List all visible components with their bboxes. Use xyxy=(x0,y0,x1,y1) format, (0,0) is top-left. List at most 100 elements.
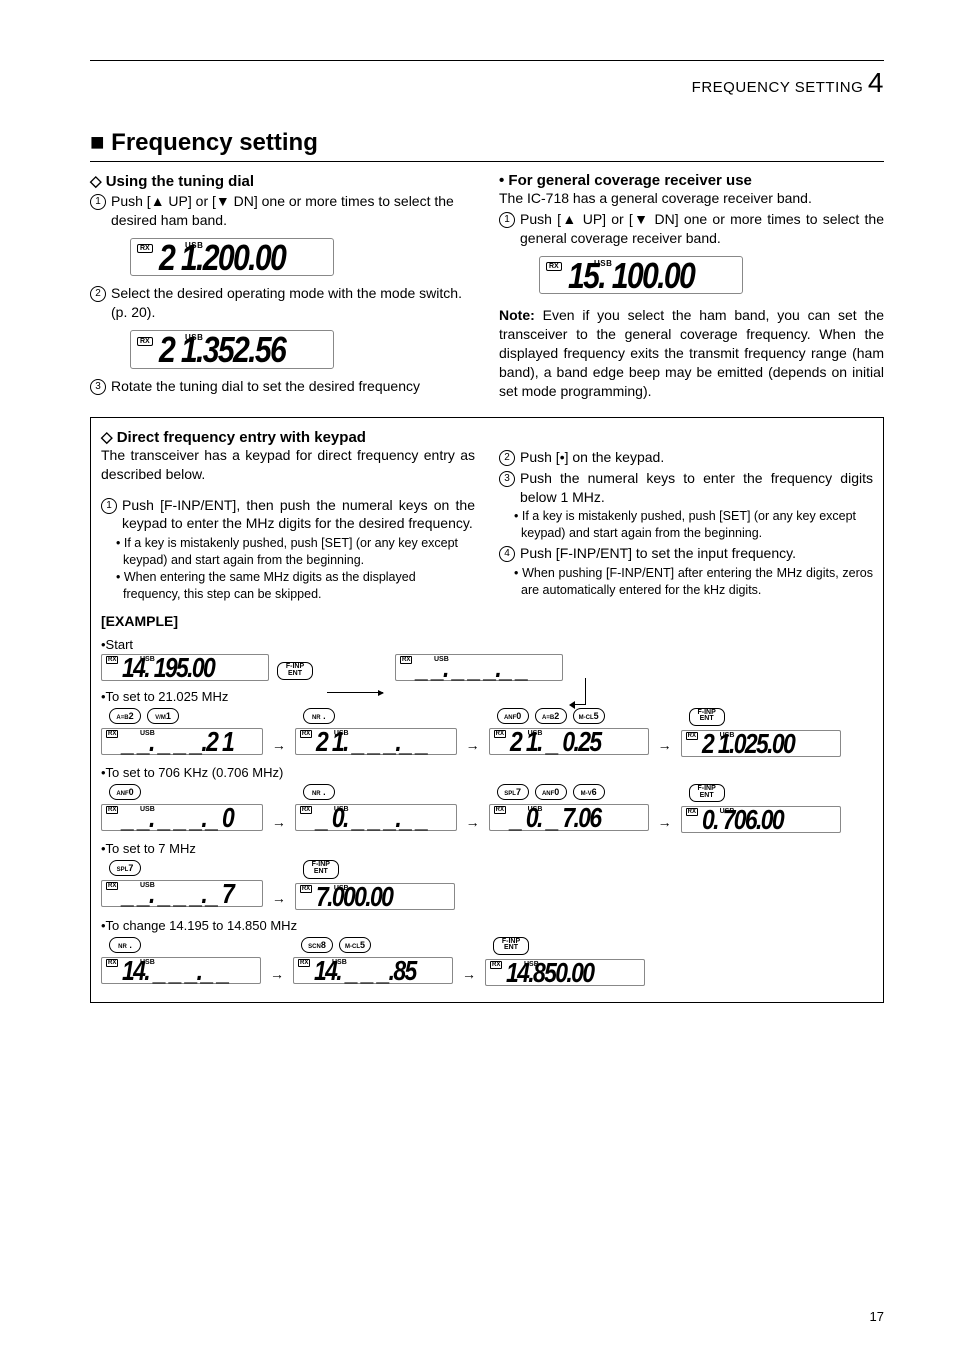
lcd-display: USBRX_ 0. _ _ _._ _ xyxy=(295,804,457,831)
key-0[interactable]: ANF0 xyxy=(109,784,141,800)
section-underline xyxy=(90,161,884,162)
lcd-value: _ _. _ _ _._ 7 xyxy=(122,883,233,905)
example-r2-label: •To set to 706 KHz (0.706 MHz) xyxy=(101,765,873,780)
key-5[interactable]: M-CL5 xyxy=(339,937,371,953)
subhead-general-coverage: • For general coverage receiver use xyxy=(499,172,884,189)
de-step-1-text: Push [F-INP/ENT], then push the numeral … xyxy=(122,496,475,534)
ex-step: A=B2 V/M1 USBRX_ _. _ _ _.2 1 xyxy=(101,706,263,755)
page-number: 17 xyxy=(870,1309,884,1324)
lcd-display: USBRX14.850.00 xyxy=(485,959,645,986)
section-title: ■ Frequency setting xyxy=(90,129,884,157)
ex-step: NR . USBRX14. _ _ _._ _ xyxy=(101,935,261,984)
box-left: ◇ Direct frequency entry with keypad The… xyxy=(101,426,475,603)
key-7[interactable]: SPL7 xyxy=(109,860,141,876)
rx-indicator: RX xyxy=(400,656,412,664)
step-2-text: Select the desired operating mode with t… xyxy=(111,284,475,322)
example-row-1: A=B2 V/M1 USBRX_ _. _ _ _.2 1 → NR . USBR… xyxy=(101,706,873,757)
rx-indicator: RX xyxy=(137,244,153,253)
de-bullet-1: • If a key is mistakenly pushed, push [S… xyxy=(101,535,475,569)
rx-indicator: RX xyxy=(686,808,698,816)
step-num-4: 4 xyxy=(499,546,515,562)
key-dot[interactable]: NR . xyxy=(109,937,141,953)
box-two-col: ◇ Direct frequency entry with keypad The… xyxy=(101,426,873,603)
example-start-label: •Start xyxy=(101,637,873,652)
lcd-display: USBRX14. 195.00 xyxy=(101,654,269,681)
lcd-display-1: USB RX2 1.200.00 xyxy=(130,238,334,277)
example-r3-label: •To set to 7 MHz xyxy=(101,841,873,856)
ex-step: NR . USBRX_ 0. _ _ _._ _ xyxy=(295,782,457,831)
rx-indicator: RX xyxy=(298,959,310,967)
key-finp-ent[interactable]: F-INPENT xyxy=(689,784,725,802)
key-2[interactable]: A=B2 xyxy=(109,708,141,724)
example-row-start: USBRX14. 195.00 F-INPENT USBRX_ _. _ _ _… xyxy=(101,654,873,681)
step-1: 1Push [▲ UP] or [▼ DN] one or more times… xyxy=(90,192,475,230)
step-1-text: Push [▲ UP] or [▼ DN] one or more times … xyxy=(111,192,475,230)
subhead-direct-entry-text: Direct frequency entry with keypad xyxy=(117,429,366,446)
de-step-2: 2Push [•] on the keypad. xyxy=(499,448,873,467)
subhead-tuning-dial-text: Using the tuning dial xyxy=(106,173,254,190)
arrow-icon: → xyxy=(267,966,287,982)
key-finp-ent[interactable]: F-INPENT xyxy=(303,860,339,878)
key-5[interactable]: M-CL5 xyxy=(573,708,605,724)
example-r1-label: •To set to 21.025 MHz xyxy=(101,689,873,704)
rx-indicator: RX xyxy=(686,732,698,740)
de-step-3: 3Push the numeral keys to enter the freq… xyxy=(499,469,873,507)
note-body: Even if you select the ham band, you can… xyxy=(499,307,884,399)
de-bullet-2: • When entering the same MHz digits as t… xyxy=(101,569,475,603)
lcd-display: USBRX14. _ _ _.85 xyxy=(293,957,453,984)
rx-indicator: RX xyxy=(490,961,502,969)
arrow-icon: → xyxy=(269,890,289,906)
two-column-layout: ◇ Using the tuning dial 1Push [▲ UP] or … xyxy=(90,170,884,401)
ex-step: F-INPENT USBRX14.850.00 xyxy=(485,935,645,986)
step-num-1: 1 xyxy=(499,212,515,228)
de-step-3-text: Push the numeral keys to enter the frequ… xyxy=(520,469,873,507)
note-label: Note: xyxy=(499,307,535,323)
lcd-display: USBRX_ 0. _ 7.06 xyxy=(489,804,649,831)
key-6[interactable]: M-V6 xyxy=(573,784,605,800)
ex-step: SPL7 ANF0 M-V6 USBRX_ 0. _ 7.06 xyxy=(489,782,649,831)
arrow-icon xyxy=(327,692,383,694)
key-7[interactable]: SPL7 xyxy=(497,784,529,800)
step-num-3: 3 xyxy=(90,379,106,395)
step-3: 3Rotate the tuning dial to set the desir… xyxy=(90,377,475,396)
lcd-display: USBRX_ _. _ _ _.2 1 xyxy=(101,728,263,755)
lcd-freq-1: 2 1.200.00 xyxy=(159,243,285,274)
de-step-4-text: Push [F-INP/ENT] to set the input freque… xyxy=(520,544,796,563)
lcd-value: _ _. _ _ _._ 0 xyxy=(122,807,233,829)
key-1[interactable]: V/M1 xyxy=(147,708,179,724)
lcd-freq-gc: 15. 100.00 xyxy=(568,261,694,292)
ex-step: ANF0A=B2M-CL5 USBRX2 1. _ 0.25 xyxy=(489,706,649,755)
key-0[interactable]: ANF0 xyxy=(497,708,529,724)
lcd-value: 14. _ _ _.85 xyxy=(314,960,416,982)
rx-indicator: RX xyxy=(546,262,562,271)
subhead-direct-entry: ◇ Direct frequency entry with keypad xyxy=(101,428,475,446)
lcd-value: 14.850.00 xyxy=(506,962,593,984)
rx-indicator: RX xyxy=(137,337,153,346)
key-finp-ent[interactable]: F-INPENT xyxy=(277,662,313,680)
lcd-display: USBRX_ _. _ _ _._ 7 xyxy=(101,880,263,907)
ex-step: SCN8M-CL5 USBRX14. _ _ _.85 xyxy=(293,935,453,984)
rx-indicator: RX xyxy=(300,730,312,738)
key-2[interactable]: A=B2 xyxy=(535,708,567,724)
arrow-icon: → xyxy=(463,737,483,753)
lcd-value: 14. _ _ _._ _ xyxy=(122,960,228,982)
header-chapter: 4 xyxy=(868,67,884,98)
key-8[interactable]: SCN8 xyxy=(301,937,333,953)
key-dot[interactable]: NR . xyxy=(303,784,335,800)
section-title-text: Frequency setting xyxy=(111,129,318,156)
general-coverage-intro: The IC-718 has a general coverage receiv… xyxy=(499,189,884,208)
gc-step-1: 1Push [▲ UP] or [▼ DN] one or more times… xyxy=(499,210,884,248)
step-num-1: 1 xyxy=(101,498,117,514)
de-step-2-text: Push [•] on the keypad. xyxy=(520,448,664,467)
keypad-entry-box: ◇ Direct frequency entry with keypad The… xyxy=(90,417,884,1003)
example-r4-label: •To change 14.195 to 14.850 MHz xyxy=(101,918,873,933)
step-2: 2Select the desired operating mode with … xyxy=(90,284,475,322)
key-finp-ent[interactable]: F-INPENT xyxy=(493,937,529,955)
flow-connector xyxy=(573,678,586,705)
de-step-1: 1 Push [F-INP/ENT], then push the numeral… xyxy=(101,496,475,534)
key-0[interactable]: ANF0 xyxy=(535,784,567,800)
lcd-display: USBRX_ _. _ _ _._ _ xyxy=(395,654,563,681)
key-dot[interactable]: NR . xyxy=(303,708,335,724)
key-finp-ent[interactable]: F-INPENT xyxy=(689,708,725,726)
lcd-value: _ 0. _ _ _._ _ xyxy=(316,807,427,829)
